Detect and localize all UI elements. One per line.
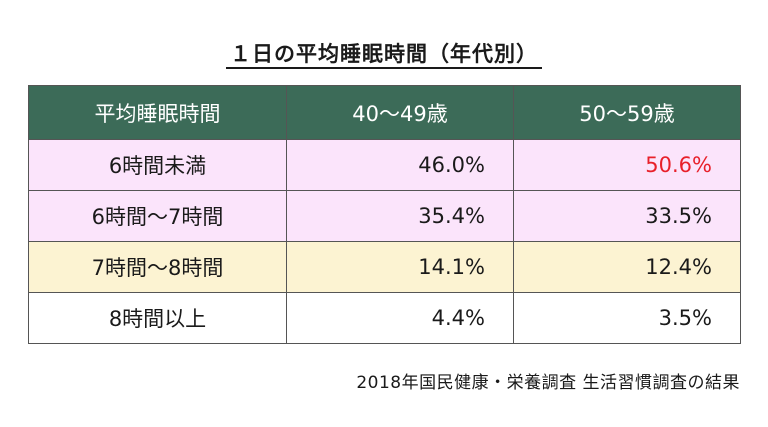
- cell-value: 33.5%: [513, 190, 741, 242]
- cell-value: 3.5%: [513, 292, 741, 344]
- row-label: 6時間～7時間: [28, 190, 287, 242]
- row-label: 7時間～8時間: [28, 241, 287, 293]
- table-row: 6時間～7時間 35.4% 33.5%: [28, 190, 741, 242]
- table-header-row: 平均睡眠時間 40～49歳 50～59歳: [28, 85, 741, 140]
- cell-value: 4.4%: [286, 292, 514, 344]
- table-row: 8時間以上 4.4% 3.5%: [28, 292, 741, 344]
- cell-value-highlight: 50.6%: [513, 139, 741, 191]
- header-40s: 40～49歳: [286, 85, 514, 140]
- header-label: 平均睡眠時間: [28, 85, 287, 140]
- chart-title-text: １日の平均睡眠時間（年代別）: [226, 42, 542, 69]
- table-row: 7時間～8時間 14.1% 12.4%: [28, 241, 741, 293]
- cell-value: 14.1%: [286, 241, 514, 293]
- chart-title: １日の平均睡眠時間（年代別）: [0, 38, 768, 69]
- header-50s: 50～59歳: [513, 85, 741, 140]
- source-note: 2018年国民健康・栄養調査 生活習慣調査の結果: [356, 373, 740, 393]
- cell-value: 12.4%: [513, 241, 741, 293]
- table-row: 6時間未満 46.0% 50.6%: [28, 139, 741, 191]
- sleep-table: 平均睡眠時間 40～49歳 50～59歳 6時間未満 46.0% 50.6% 6…: [28, 85, 741, 344]
- cell-value: 46.0%: [286, 139, 514, 191]
- row-label: 8時間以上: [28, 292, 287, 344]
- cell-value: 35.4%: [286, 190, 514, 242]
- row-label: 6時間未満: [28, 139, 287, 191]
